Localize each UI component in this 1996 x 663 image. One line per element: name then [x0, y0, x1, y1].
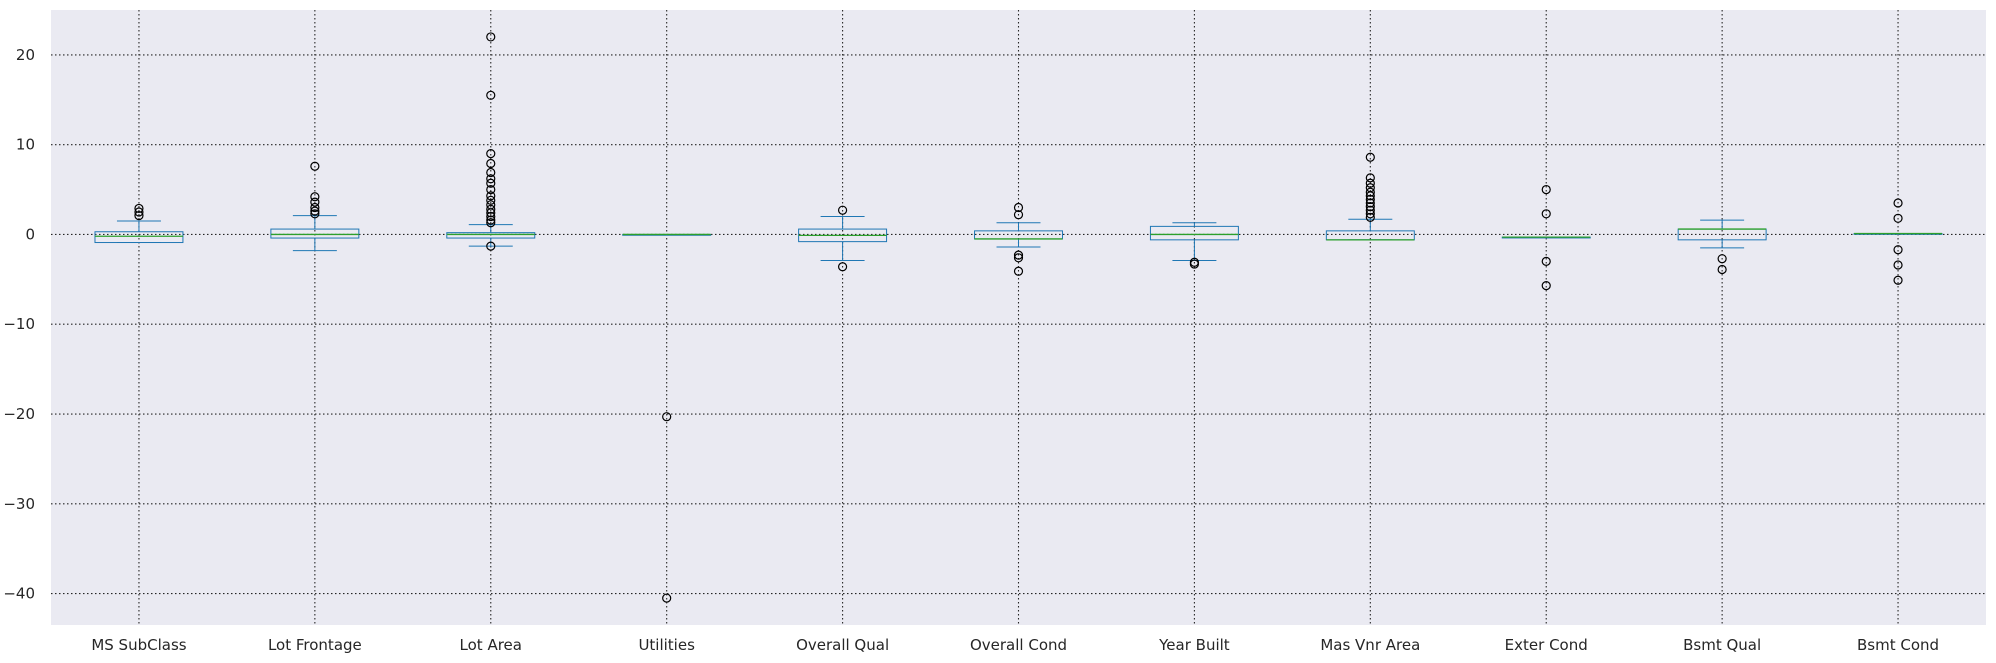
flier-point	[134, 207, 144, 217]
flier-point	[486, 90, 496, 100]
flier-point	[1541, 281, 1551, 291]
x-tick-label: Overall Cond	[970, 636, 1067, 654]
flier-point	[486, 167, 496, 178]
flier-point	[1893, 213, 1903, 223]
flier-point	[837, 262, 848, 272]
flier-point	[1717, 254, 1727, 264]
flier-point	[134, 210, 144, 221]
flier-point	[134, 203, 144, 214]
flier-point	[1893, 198, 1903, 208]
flier-point	[486, 191, 496, 201]
box-ms-subclass	[94, 203, 184, 244]
x-tick-label: Bsmt Cond	[1857, 636, 1939, 654]
flier-point	[1893, 260, 1903, 270]
flier-point	[486, 200, 496, 210]
flier-point	[1365, 212, 1375, 222]
box-iqr	[270, 228, 360, 239]
flier-point	[1717, 264, 1727, 275]
flier-point	[1365, 194, 1375, 205]
flier-point	[486, 195, 496, 205]
flier-point	[1013, 253, 1024, 263]
flier-point	[1013, 250, 1024, 260]
flier-point	[1365, 178, 1375, 188]
y-tick-label: −10	[3, 315, 35, 333]
box-overall-qual	[798, 205, 888, 272]
flier-point	[310, 161, 320, 171]
flier-point	[486, 204, 496, 214]
box-iqr	[1149, 225, 1239, 241]
flier-point	[486, 211, 496, 222]
y-tick-label: 0	[25, 225, 35, 243]
y-tick-label: −30	[3, 495, 35, 513]
flier-point	[486, 178, 496, 188]
flier-point	[310, 206, 320, 216]
grid-layer	[51, 10, 1986, 625]
x-tick-label: Lot Frontage	[268, 636, 362, 654]
flier-point	[1365, 205, 1375, 215]
flier-point	[1541, 256, 1551, 266]
flier-point	[1365, 152, 1375, 162]
y-tick-label: 20	[16, 46, 35, 64]
y-tick-label: −40	[3, 585, 35, 603]
x-tick-label: Utilities	[638, 636, 695, 654]
flier-point	[1365, 209, 1375, 219]
x-tick-label: Lot Area	[460, 636, 522, 654]
flier-point	[310, 197, 320, 207]
flier-point	[1013, 202, 1024, 213]
flier-point	[1365, 187, 1375, 197]
y-tick-label: 10	[16, 136, 35, 154]
x-tick-labels: MS SubClass Lot Frontage Lot Area Utilities…	[91, 636, 1939, 654]
flier-point	[310, 202, 320, 213]
flier-point	[662, 593, 672, 603]
flier-point	[1365, 202, 1375, 212]
flier-point	[1893, 275, 1903, 285]
flier-point	[1365, 183, 1375, 193]
x-tick-label: Bsmt Qual	[1683, 636, 1761, 654]
flier-point	[310, 209, 320, 219]
y-tick-labels: 20 10 0 −10 −20 −30 −40	[3, 46, 35, 603]
x-tick-label: Mas Vnr Area	[1320, 636, 1420, 654]
y-tick-label: −20	[3, 405, 35, 423]
flier-point	[1013, 210, 1024, 220]
box-overall-cond	[974, 202, 1063, 276]
x-tick-label: MS SubClass	[91, 636, 186, 654]
flier-point	[486, 218, 496, 228]
flier-point	[310, 192, 320, 202]
box-lot-area	[446, 32, 536, 251]
box-mas-vnr-area	[1325, 152, 1415, 241]
flier-point	[1365, 173, 1375, 183]
flier-point	[1189, 259, 1200, 269]
flier-point	[486, 158, 496, 169]
box-bsmt-qual	[1677, 219, 1767, 275]
flier-point	[486, 241, 496, 251]
flier-point	[1013, 266, 1024, 276]
x-tick-label: Overall Qual	[796, 636, 889, 654]
flier-point	[1541, 184, 1551, 195]
flier-point	[486, 184, 496, 195]
x-tick-label: Exter Cond	[1505, 636, 1588, 654]
box-utilities	[622, 233, 712, 603]
flier-point	[486, 149, 496, 159]
flier-point	[486, 32, 496, 42]
box-year-built	[1149, 222, 1239, 269]
box-bsmt-cond	[1853, 198, 1943, 285]
flier-point	[1541, 209, 1551, 219]
flier-point	[837, 205, 848, 215]
flier-point	[1893, 245, 1903, 255]
flier-point	[1365, 198, 1375, 208]
box-lot-frontage	[270, 161, 360, 252]
flier-point	[662, 412, 672, 422]
boxes-layer	[94, 32, 1943, 603]
box-iqr	[94, 231, 184, 244]
box-exter-cond	[1501, 184, 1591, 291]
box-iqr	[446, 232, 536, 239]
x-tick-label: Year Built	[1158, 636, 1230, 654]
flier-point	[486, 215, 496, 225]
flier-point	[486, 174, 496, 184]
